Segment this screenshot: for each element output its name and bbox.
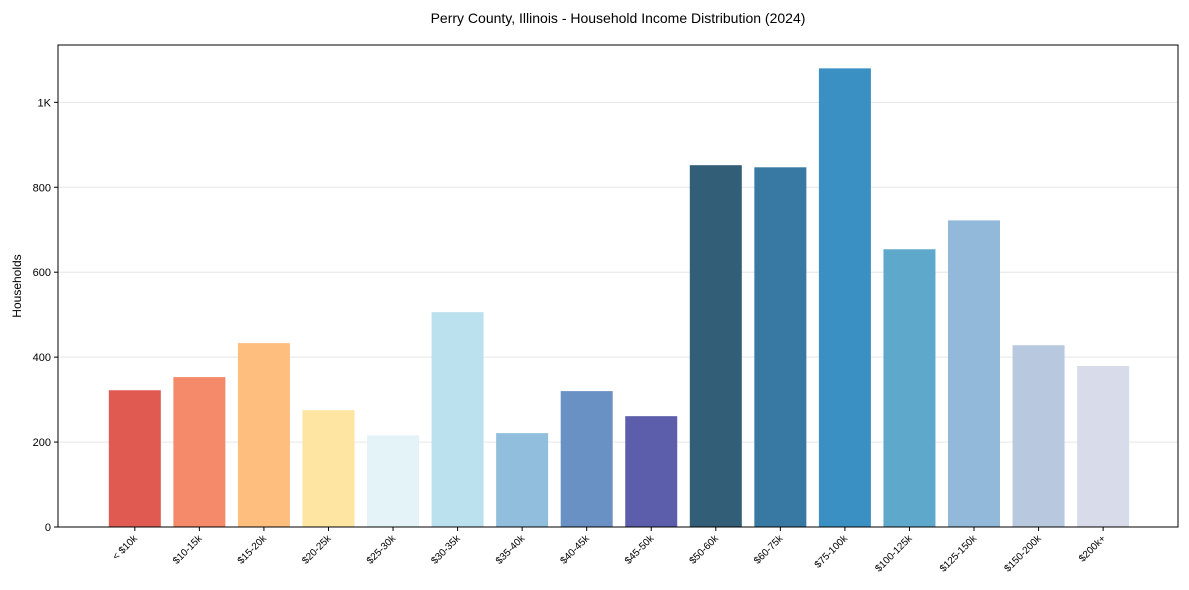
bar: [302, 410, 355, 527]
x-tick-label: $30-35k: [429, 533, 463, 567]
y-tick-label: 1K: [38, 97, 52, 109]
x-tick-label: $150-200k: [1002, 533, 1044, 575]
bar: [818, 68, 871, 528]
bar: [754, 167, 807, 527]
plot-frame: [57, 44, 1179, 528]
bar: [108, 390, 161, 527]
y-tick-label: 400: [33, 352, 51, 364]
bar: [496, 433, 549, 527]
x-tick-label: $200k+: [1077, 533, 1108, 564]
bar: [173, 377, 226, 527]
bar: [431, 312, 484, 527]
chart-title: Perry County, Illinois - Household Incom…: [431, 10, 806, 26]
y-tick-label: 600: [33, 267, 51, 279]
x-tick-label: $25-30k: [365, 533, 399, 567]
x-tick-label: $125-150k: [938, 533, 980, 575]
x-tick-label: $35-40k: [494, 533, 528, 567]
y-tick-label: 800: [33, 182, 51, 194]
x-tick-label: < $10k: [111, 533, 141, 563]
bar: [689, 165, 742, 527]
bar: [948, 220, 1001, 527]
x-tick-label: $100-125k: [873, 533, 915, 575]
x-tick-label: $45-50k: [623, 533, 657, 567]
y-tick-label: 200: [33, 437, 51, 449]
bar: [625, 416, 678, 527]
x-tick-label: $15-20k: [236, 533, 270, 567]
bar: [237, 343, 290, 527]
x-tick-label: $40-45k: [558, 533, 592, 567]
x-tick-label: $50-60k: [688, 533, 722, 567]
bar: [1077, 366, 1130, 527]
y-tick-label: 0: [45, 522, 51, 534]
x-tick-label: $75-100k: [813, 533, 851, 571]
x-tick-label: $60-75k: [752, 533, 786, 567]
x-tick-label: $20-25k: [300, 533, 334, 567]
bar: [883, 249, 936, 527]
x-tick-label: $10-15k: [171, 533, 205, 567]
bar: [560, 391, 613, 527]
bar: [1012, 345, 1065, 527]
bar: [367, 435, 420, 527]
y-axis-label: Households: [10, 254, 24, 317]
